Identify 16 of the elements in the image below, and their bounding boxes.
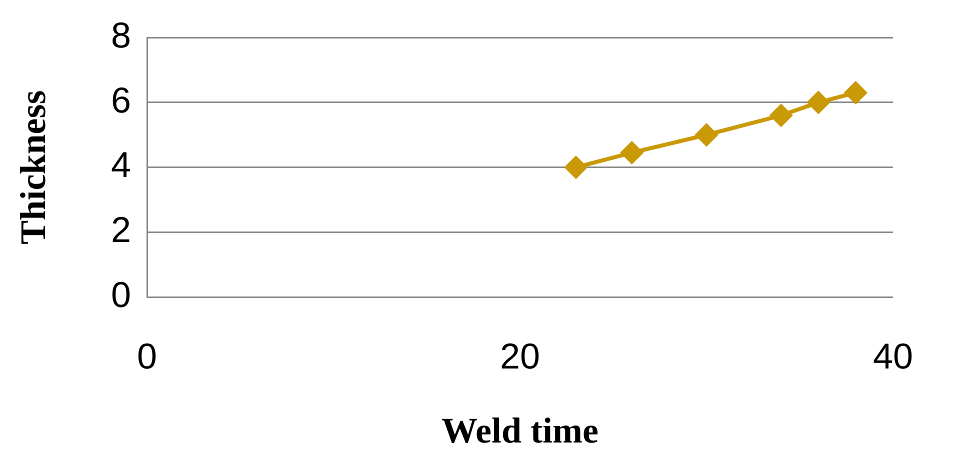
y-tick-label: 4 <box>110 144 131 186</box>
y-tick-label: 2 <box>110 209 131 250</box>
point <box>564 156 587 178</box>
point <box>695 124 718 146</box>
point <box>844 82 867 104</box>
y-tick-label: 6 <box>110 79 131 120</box>
x-tick-label: 40 <box>872 336 913 377</box>
x-tick-label: 0 <box>136 336 158 377</box>
x-tick-label: 20 <box>500 336 540 377</box>
y-axis-title: Thickness <box>12 90 53 244</box>
y-tick-label: 8 <box>110 14 131 56</box>
point <box>807 91 830 114</box>
point <box>620 142 643 164</box>
point <box>770 104 792 126</box>
y-tick-label: 0 <box>110 274 131 315</box>
x-axis-title: Weld time <box>441 410 598 451</box>
